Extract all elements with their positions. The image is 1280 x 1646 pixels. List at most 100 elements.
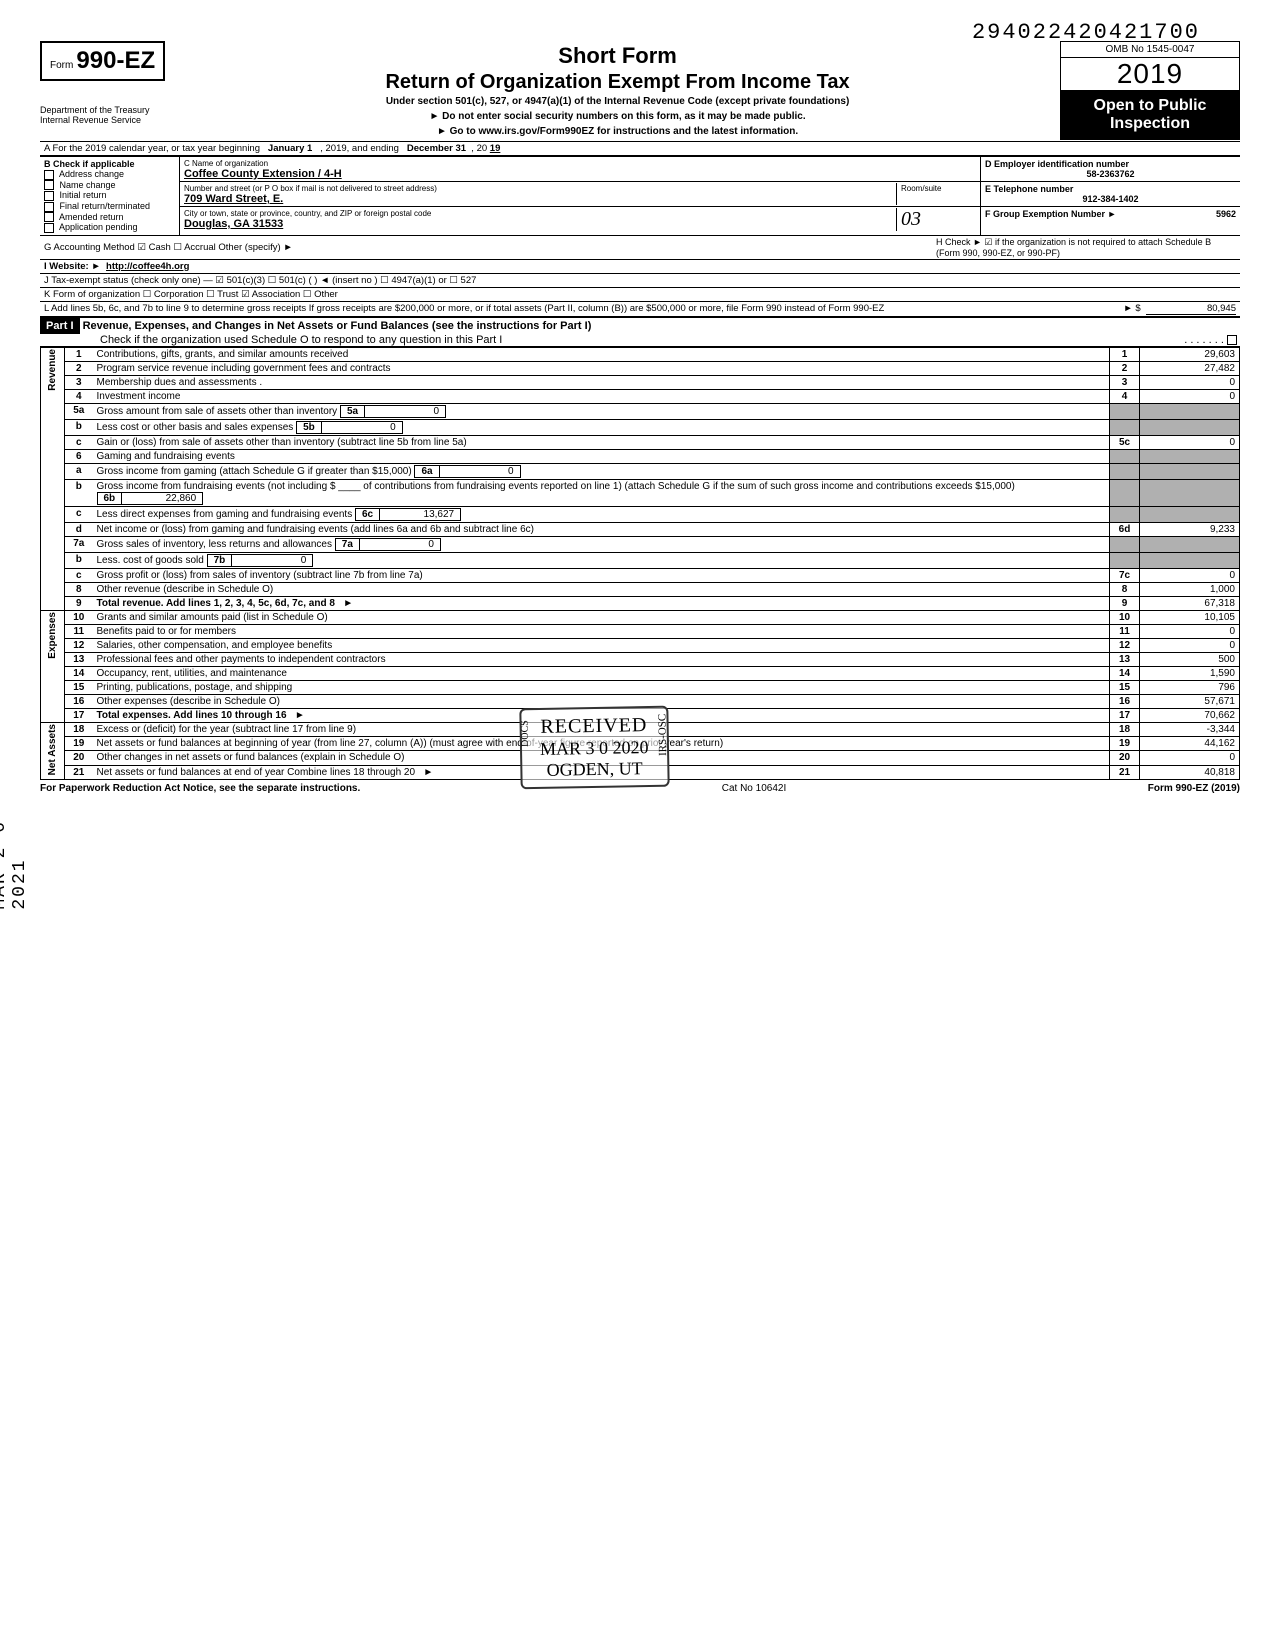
c-block: C Name of organization Coffee County Ext…	[180, 157, 980, 235]
row-num: b	[65, 479, 93, 506]
title-block: Short Form Return of Organization Exempt…	[175, 41, 1060, 141]
f-label: F Group Exemption Number ►	[985, 209, 1116, 219]
line-a-end: December 31	[407, 143, 466, 154]
line-a-suffix: , 20	[471, 143, 487, 154]
schedule-o-check[interactable]	[1227, 335, 1237, 345]
accounting-method: G Accounting Method ☑ Cash ☐ Accrual Oth…	[44, 242, 936, 253]
org-city: Douglas, GA 31533	[184, 218, 283, 230]
part1-sub: Check if the organization used Schedule …	[40, 334, 502, 346]
row-out-val	[1140, 536, 1240, 552]
check-name-change[interactable]	[44, 180, 54, 190]
room-value: 03	[901, 208, 921, 230]
row-out-num: 14	[1110, 666, 1140, 680]
check-address-change[interactable]	[44, 170, 54, 180]
row-num: 18	[65, 722, 93, 736]
row-desc: Less direct expenses from gaming and fun…	[93, 506, 1110, 522]
row-out-num: 13	[1110, 652, 1140, 666]
row-out-num: 20	[1110, 751, 1140, 765]
row-num: 19	[65, 737, 93, 751]
org-name: Coffee County Extension / 4-H	[184, 168, 342, 180]
row-num: 12	[65, 638, 93, 652]
line-k: K Form of organization ☐ Corporation ☐ T…	[40, 288, 1240, 302]
row-num: b	[65, 419, 93, 435]
def-block: D Employer identification number 58-2363…	[980, 157, 1240, 235]
row-out-val	[1140, 463, 1240, 479]
row-num: b	[65, 552, 93, 568]
ein: 58-2363762	[985, 169, 1236, 179]
city-label: City or town, state or province, country…	[184, 209, 431, 218]
check-final-return-terminated[interactable]	[44, 202, 54, 212]
part1-header: Part I Revenue, Expenses, and Changes in…	[40, 317, 1240, 347]
row-num: 3	[65, 375, 93, 389]
line-l: L Add lines 5b, 6c, and 7b to line 9 to …	[40, 302, 1240, 317]
form-number-box: Form 990-EZ	[40, 41, 165, 81]
b-checks: B Check if applicable Address change Nam…	[40, 157, 180, 235]
row-num: 7a	[65, 536, 93, 552]
stamp-received: RECEIVED	[539, 714, 648, 739]
row-out-num: 18	[1110, 722, 1140, 736]
website: http://coffee4h.org	[106, 261, 189, 272]
line-a: A For the 2019 calendar year, or tax yea…	[40, 141, 1240, 156]
row-out-num: 1	[1110, 347, 1140, 361]
row-out-num	[1110, 552, 1140, 568]
row-desc: Gross profit or (loss) from sales of inv…	[93, 568, 1110, 582]
row-desc: Printing, publications, postage, and shi…	[93, 680, 1110, 694]
stamp-side1: DOCS	[520, 720, 531, 747]
row-out-val: 0	[1140, 435, 1240, 449]
row-out-val: 0	[1140, 638, 1240, 652]
row-out-val: 9,233	[1140, 522, 1240, 536]
row-out-num: 10	[1110, 610, 1140, 624]
row-num: 6	[65, 449, 93, 463]
tax-year: 2019	[1060, 58, 1240, 91]
row-out-num: 3	[1110, 375, 1140, 389]
row-desc: Occupancy, rent, utilities, and maintena…	[93, 666, 1110, 680]
row-num: 21	[65, 765, 93, 779]
line-g-h: G Accounting Method ☑ Cash ☐ Accrual Oth…	[40, 236, 1240, 260]
stamp-side2: IRS-OSC	[656, 713, 669, 755]
row-out-num: 17	[1110, 708, 1140, 722]
check-application-pending[interactable]	[44, 223, 54, 233]
subtitle: Under section 501(c), 527, or 4947(a)(1)…	[175, 96, 1060, 107]
org-address: 709 Ward Street, E.	[184, 193, 283, 205]
row-out-val: 0	[1140, 375, 1240, 389]
row-num: d	[65, 522, 93, 536]
row-out-val	[1140, 479, 1240, 506]
row-out-val: 29,603	[1140, 347, 1240, 361]
check-initial-return[interactable]	[44, 191, 54, 201]
row-desc: Gaming and fundraising events	[93, 449, 1110, 463]
row-out-val: 0	[1140, 751, 1240, 765]
row-out-num	[1110, 536, 1140, 552]
check-amended-return[interactable]	[44, 212, 54, 222]
row-desc: Grants and similar amounts paid (list in…	[93, 610, 1110, 624]
row-out-num: 19	[1110, 737, 1140, 751]
row-out-num: 16	[1110, 694, 1140, 708]
row-desc: Gross sales of inventory, less returns a…	[93, 536, 1110, 552]
row-num: 5a	[65, 403, 93, 419]
section-revenue: Revenue	[41, 347, 65, 610]
row-out-num: 15	[1110, 680, 1140, 694]
line-a-start: January 1	[268, 143, 312, 154]
form-header: Form 990-EZ Department of the Treasury I…	[40, 41, 1240, 141]
part1-label: Part I	[40, 318, 80, 334]
row-num: 15	[65, 680, 93, 694]
row-num: 17	[65, 708, 93, 722]
row-desc: Membership dues and assessments .	[93, 375, 1110, 389]
row-out-num	[1110, 419, 1140, 435]
row-out-val: 27,482	[1140, 361, 1240, 375]
h-check: H Check ► ☑ if the organization is not r…	[936, 237, 1236, 258]
part1-title: Revenue, Expenses, and Changes in Net As…	[83, 320, 592, 332]
row-out-num: 9	[1110, 596, 1140, 610]
row-out-val: -3,344	[1140, 722, 1240, 736]
e-label: E Telephone number	[985, 184, 1073, 194]
row-num: 16	[65, 694, 93, 708]
c-label: C Name of organization	[184, 159, 268, 168]
section-expenses: Expenses	[41, 610, 65, 722]
row-desc: Gross amount from sale of assets other t…	[93, 403, 1110, 419]
row-out-num: 21	[1110, 765, 1140, 779]
row-out-num: 5c	[1110, 435, 1140, 449]
row-out-val: 0	[1140, 568, 1240, 582]
omb-number: OMB No 1545-0047	[1060, 41, 1240, 58]
footer-mid: Cat No 10642I	[722, 783, 787, 794]
l-value: 80,945	[1146, 303, 1236, 315]
side-stamp: SCANNED MAR 2 6 2021	[0, 820, 30, 910]
